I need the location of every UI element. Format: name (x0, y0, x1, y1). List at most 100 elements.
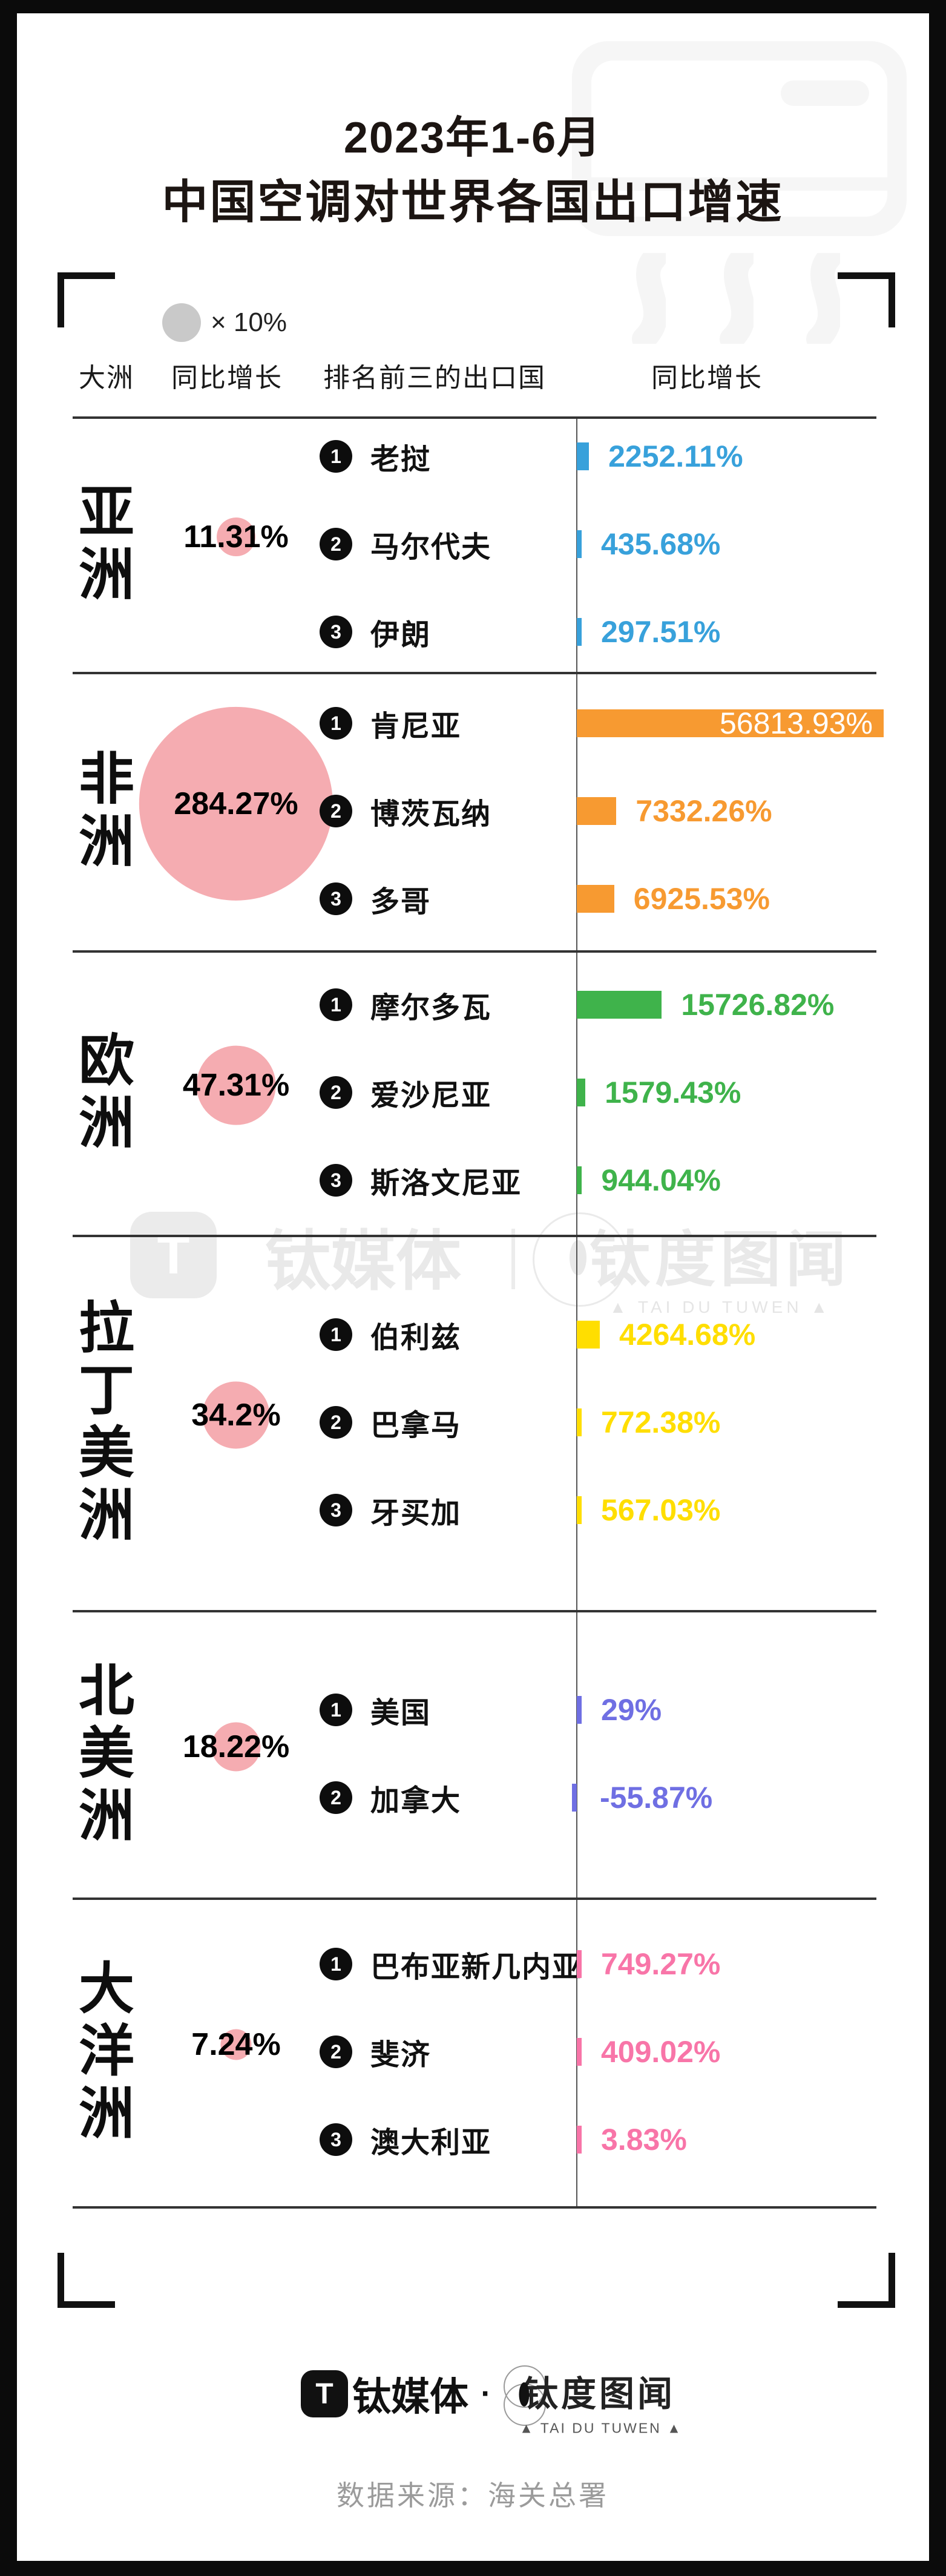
country-label: 多哥 (370, 886, 432, 918)
country-label: 巴拿马 (370, 1410, 462, 1442)
value-label: 29% (601, 1693, 662, 1727)
continent-growth-circle (220, 2029, 252, 2060)
rank-badge: 3 (320, 882, 352, 915)
value-label: 567.03% (601, 1493, 721, 1527)
continent-char: 洲 (78, 1092, 135, 1154)
continent-growth-value: 11.31% (183, 519, 289, 554)
value-bar (577, 1496, 582, 1524)
rank-badge: 2 (320, 1406, 352, 1439)
row-divider-line (73, 1898, 876, 1900)
footer-brand2: 钛度图闻 (522, 2374, 676, 2414)
continent-char: 大 (78, 1958, 135, 2020)
continent-char: 非 (78, 749, 135, 810)
continent-char: 洲 (78, 2083, 135, 2145)
value-bar (577, 2126, 582, 2154)
air-conditioner-display-slot (781, 80, 869, 106)
value-label: 15726.82% (681, 988, 835, 1022)
steam-icon (632, 253, 666, 344)
row-divider-line (73, 1235, 876, 1237)
value-bar (577, 991, 662, 1019)
value-label: 944.04% (601, 1163, 721, 1197)
continent-growth-circle (217, 518, 255, 556)
rank-badge: 2 (320, 2036, 352, 2068)
value-bar (577, 2038, 582, 2066)
value-bar (577, 1321, 600, 1349)
value-label: 297.51% (601, 615, 721, 649)
value-bar (577, 1696, 582, 1724)
value-label: 3.83% (601, 2123, 687, 2157)
legend-label: × 10% (211, 307, 287, 337)
value-bar (572, 1784, 577, 1812)
column-header-growth-right: 同比增长 (651, 363, 763, 393)
value-label: 2252.11% (608, 439, 743, 473)
continent-label: 大洋洲 (79, 1959, 134, 2146)
continent-label: 拉丁美洲 (79, 1298, 134, 1547)
footer-separator: · (481, 2376, 491, 2411)
country-label: 摩尔多瓦 (370, 992, 492, 1024)
continent-growth-value: 7.24% (191, 2027, 281, 2062)
continent-growth-value: 34.2% (191, 1398, 281, 1433)
footer-caption: ▲ TAI DU TUWEN ▲ (519, 2420, 683, 2436)
country-label: 牙买加 (370, 1497, 462, 1530)
continent-label: 欧洲 (79, 1030, 134, 1155)
continent-char: 美 (78, 1422, 135, 1484)
continent-growth-circle (139, 706, 333, 901)
rank-badge: 2 (320, 1076, 352, 1109)
country-label: 伊朗 (370, 619, 432, 651)
steam-icon (806, 253, 840, 344)
footer-source: 数据来源：海关总署 (337, 2480, 609, 2511)
footer-tmt-logo: T (301, 2370, 348, 2417)
rank-badge: 2 (320, 528, 352, 560)
country-label: 美国 (370, 1697, 432, 1729)
steam-icon (720, 253, 754, 344)
continent-label: 北美洲 (79, 1660, 134, 1847)
rank-badge: 3 (320, 2123, 352, 2156)
value-bar (577, 530, 582, 558)
value-label: 749.27% (601, 1947, 721, 1981)
country-label: 伯利兹 (370, 1322, 462, 1354)
country-label: 肯尼亚 (370, 711, 462, 743)
country-label: 加拿大 (370, 1785, 462, 1817)
air-conditioner-vent-line (591, 177, 887, 191)
row-divider-line (73, 950, 876, 953)
value-bar (577, 885, 614, 913)
corner-bracket-top-right (838, 272, 895, 327)
rank-badge: 3 (320, 1164, 352, 1197)
column-header-growth: 同比增长 (171, 363, 283, 393)
watermark-brand2: 钛度图闻 (590, 1226, 851, 1294)
value-bar (577, 1950, 582, 1978)
continent-char: 洋 (78, 2020, 135, 2083)
rank-badge: 2 (320, 1781, 352, 1814)
value-label: 772.38% (601, 1405, 721, 1439)
continent-char: 洲 (78, 1485, 135, 1546)
country-label: 斐济 (370, 2039, 432, 2071)
country-label: 博茨瓦纳 (370, 798, 492, 830)
rank-badge: 1 (320, 1948, 352, 1980)
value-label: -55.87% (600, 1781, 713, 1815)
rank-badge: 3 (320, 1494, 352, 1526)
continent-label: 亚洲 (79, 482, 134, 606)
country-label: 马尔代夫 (370, 531, 492, 564)
continent-char: 洲 (78, 544, 135, 606)
rank-badge: 3 (320, 616, 352, 648)
footer-brand1: 钛媒体 (352, 2375, 468, 2419)
column-header-continent: 大洲 (79, 363, 134, 393)
rank-badge: 1 (320, 988, 352, 1021)
continent-growth-circle (196, 1045, 276, 1125)
value-bar (577, 1408, 582, 1436)
country-label: 老挝 (370, 444, 432, 476)
country-label: 爱沙尼亚 (370, 1080, 492, 1112)
country-label: 巴布亚新几内亚 (370, 1951, 583, 1983)
continent-char: 美 (78, 1723, 135, 1784)
continent-growth-circle (211, 1721, 261, 1772)
value-label: 1579.43% (605, 1076, 741, 1109)
continent-growth-value: 47.31% (182, 1068, 290, 1103)
continent-growth-value: 284.27% (174, 786, 298, 821)
rank-badge: 1 (320, 707, 352, 740)
continent-char: 丁 (78, 1360, 135, 1422)
value-label: 7332.26% (636, 794, 772, 828)
watermark-circle-icon (533, 1212, 627, 1307)
country-label: 斯洛文尼亚 (370, 1168, 522, 1200)
continent-growth-value: 18.22% (182, 1729, 290, 1764)
value-label: 435.68% (601, 527, 721, 561)
